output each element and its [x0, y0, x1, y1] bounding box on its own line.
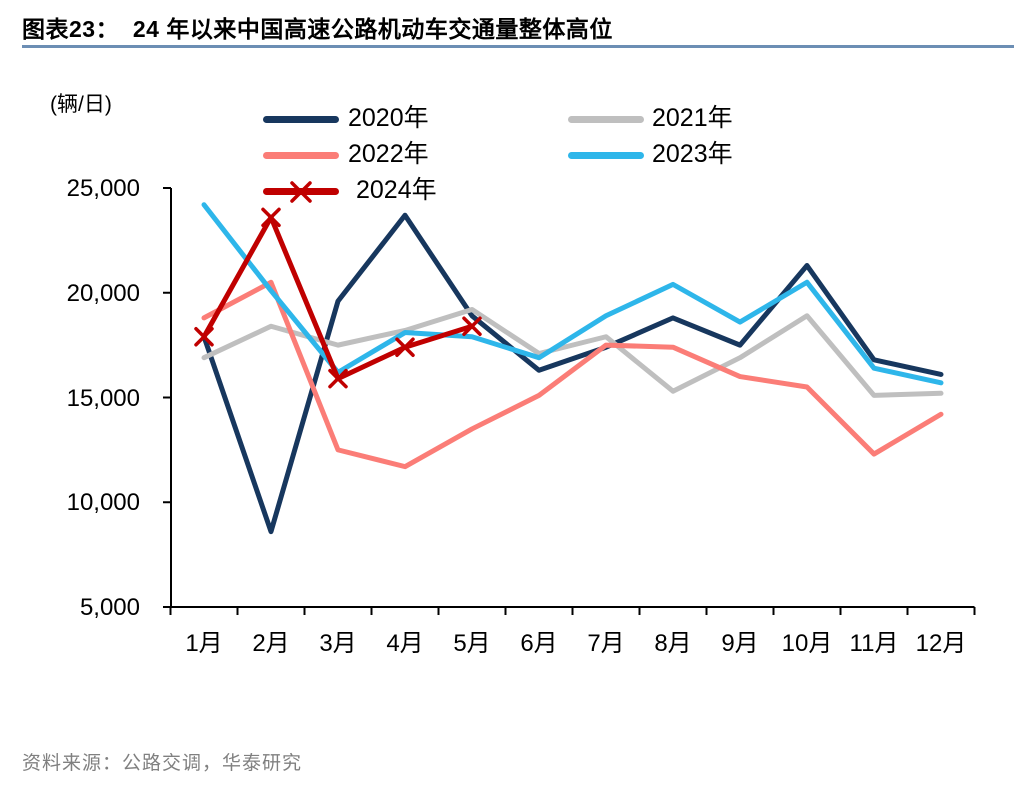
x-tick-nov: 11月: [849, 630, 899, 657]
chart-title: 图表23： 24 年以来中国高速公路机动车交通量整体高位: [22, 16, 613, 42]
x-tick-jul: 7月: [587, 630, 625, 657]
legend-label-2024: 2024年: [356, 176, 437, 204]
legend-swatch-2022: [263, 152, 339, 159]
y-tick-15000: 15,000: [66, 384, 140, 412]
x-tick-jan: 1月: [185, 630, 223, 657]
y-tick-25000: 25,000: [66, 175, 140, 202]
x-tick-mar: 3月: [319, 630, 357, 657]
x-tick-dec: 12月: [915, 630, 967, 657]
legend-label-2023: 2023年: [652, 140, 733, 168]
y-axis-unit-label: (辆/日): [50, 93, 112, 116]
x-tick-feb: 2月: [252, 630, 290, 657]
legend-swatch-2021: [568, 116, 644, 123]
legend-swatch-2023: [568, 152, 644, 159]
legend-label-2022: 2022年: [348, 140, 429, 168]
title-divider: [22, 45, 1014, 48]
x-marker-icon: [290, 181, 312, 203]
y-tick-5000: 5,000: [79, 594, 140, 621]
y-tick-20000: 20,000: [66, 279, 140, 307]
legend-swatch-2020: [263, 116, 339, 123]
x-tick-apr: 4月: [386, 630, 424, 657]
source-note: 资料来源：公路交调，华泰研究: [22, 753, 303, 774]
legend-label-2020: 2020年: [348, 104, 429, 132]
legend-label-2021: 2021年: [652, 104, 733, 132]
x-tick-jun: 6月: [520, 630, 558, 657]
x-tick-sep: 9月: [721, 630, 759, 657]
x-tick-aug: 8月: [654, 630, 692, 657]
y-tick-10000: 10,000: [66, 489, 140, 516]
x-tick-may: 5月: [453, 630, 491, 657]
x-tick-oct: 10月: [781, 630, 833, 657]
